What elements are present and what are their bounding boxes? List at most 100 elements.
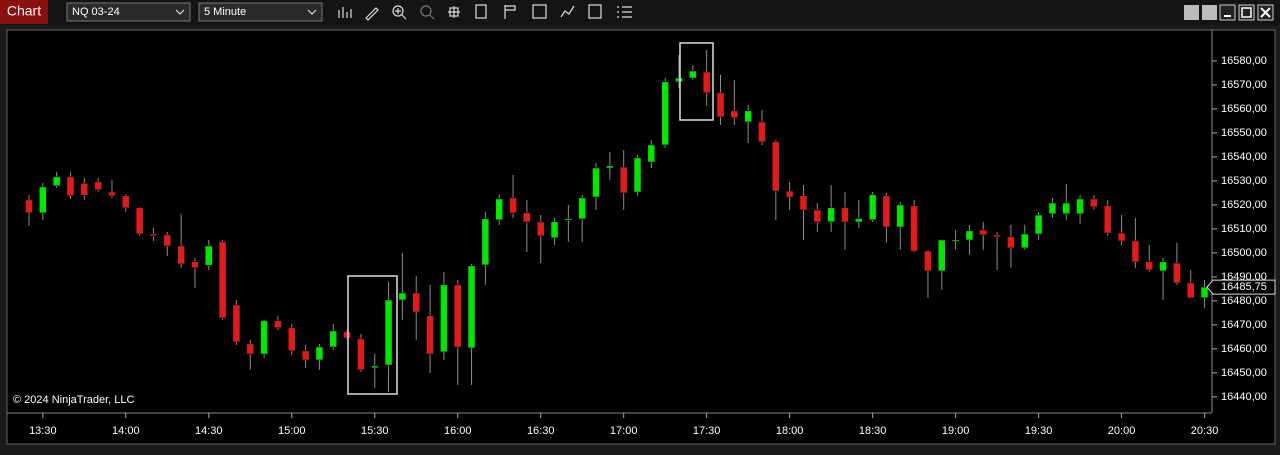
candle-body bbox=[564, 218, 573, 221]
candle-body bbox=[896, 204, 905, 228]
instrument-label: NQ 03-24 bbox=[72, 6, 120, 18]
candle-body bbox=[94, 181, 102, 191]
candle-body bbox=[772, 141, 780, 192]
candle-body bbox=[495, 198, 503, 221]
candle-body bbox=[716, 92, 725, 118]
candle-body bbox=[910, 205, 918, 252]
candle-body bbox=[274, 320, 282, 329]
candle-body bbox=[260, 320, 268, 355]
candle-body bbox=[993, 234, 1001, 238]
candle-body bbox=[509, 197, 517, 214]
drawn-rectangle[interactable] bbox=[347, 275, 398, 395]
candle-body bbox=[149, 233, 158, 237]
candle-body bbox=[606, 165, 614, 169]
candle-body bbox=[426, 315, 434, 355]
candle-body bbox=[232, 304, 241, 343]
candle-body bbox=[177, 245, 185, 265]
candle-body bbox=[841, 207, 849, 223]
x-tick-label: 16:00 bbox=[444, 425, 472, 437]
candle-body bbox=[108, 191, 116, 197]
candle-body bbox=[523, 212, 531, 223]
last-price-box bbox=[1206, 279, 1276, 295]
candle-body bbox=[218, 241, 227, 319]
candle-body bbox=[1090, 198, 1098, 208]
y-tick-label: 16480,00 bbox=[1221, 295, 1267, 307]
interval-label: 5 Minute bbox=[204, 6, 246, 18]
candle-body bbox=[799, 195, 808, 211]
instrument-select[interactable] bbox=[66, 2, 191, 22]
x-tick-label: 18:30 bbox=[859, 425, 887, 437]
candle-body bbox=[1021, 233, 1029, 249]
candle-body bbox=[135, 207, 144, 235]
candle-body bbox=[1131, 240, 1140, 263]
x-tick-label: 20:30 bbox=[1191, 425, 1219, 437]
dropdown-arrow bbox=[307, 9, 317, 15]
candle-body bbox=[467, 265, 476, 349]
dropdown-arrow bbox=[175, 9, 185, 15]
candle-body bbox=[951, 239, 960, 242]
toolbar bbox=[0, 0, 1280, 25]
candle-body bbox=[1048, 202, 1057, 215]
candle-body bbox=[343, 331, 351, 339]
candle-body bbox=[965, 230, 974, 241]
candle-body bbox=[25, 199, 33, 214]
candle-body bbox=[1186, 282, 1195, 299]
interval-select[interactable] bbox=[198, 2, 323, 22]
candle-body bbox=[924, 250, 932, 272]
x-tick-label: 15:00 bbox=[278, 425, 306, 437]
candle-body bbox=[1145, 261, 1153, 271]
candle-body bbox=[1117, 232, 1126, 242]
y-tick-label: 16470,00 bbox=[1221, 319, 1267, 331]
y-tick-label: 16570,00 bbox=[1221, 79, 1267, 91]
candle-body bbox=[39, 186, 47, 214]
tab[interactable] bbox=[0, 0, 48, 24]
x-tick-label: 14:30 bbox=[195, 425, 223, 437]
drawn-rectangle[interactable] bbox=[679, 42, 714, 121]
candle-body bbox=[288, 327, 296, 352]
x-tick-label: 17:00 bbox=[610, 425, 638, 437]
candle-body bbox=[730, 110, 739, 119]
x-tick-label: 17:30 bbox=[693, 425, 721, 437]
y-tick-label: 16530,00 bbox=[1221, 175, 1267, 187]
y-tick-label: 16460,00 bbox=[1221, 343, 1267, 355]
y-tick-label: 16540,00 bbox=[1221, 151, 1267, 163]
candle-body bbox=[191, 261, 199, 269]
candle-body bbox=[412, 292, 420, 313]
candle-body bbox=[122, 195, 130, 209]
candle-body bbox=[1173, 262, 1181, 284]
candle-body bbox=[675, 77, 683, 83]
candle-body bbox=[205, 245, 213, 266]
candle-body bbox=[855, 218, 863, 223]
copyright: © 2024 NinjaTrader, LLC bbox=[13, 394, 134, 406]
candle-body bbox=[398, 292, 407, 301]
candle-body bbox=[1200, 286, 1209, 299]
candle-body bbox=[550, 221, 559, 239]
candle-body bbox=[1034, 214, 1043, 235]
candle-body bbox=[979, 229, 988, 236]
candle-body bbox=[868, 194, 877, 221]
candle-body bbox=[1103, 205, 1112, 234]
candle-body bbox=[592, 167, 600, 198]
candle-body bbox=[384, 299, 393, 366]
window-buttons[interactable] bbox=[1184, 4, 1274, 21]
x-tick-label: 19:00 bbox=[942, 425, 970, 437]
tab-label: Chart bbox=[7, 3, 41, 19]
candle-body bbox=[619, 166, 628, 194]
y-tick-label: 16560,00 bbox=[1221, 103, 1267, 115]
y-tick-label: 16580,00 bbox=[1221, 55, 1267, 67]
chart-panel bbox=[6, 29, 1276, 445]
candle-body bbox=[702, 71, 711, 94]
candle-body bbox=[371, 365, 379, 369]
candle-body bbox=[882, 195, 891, 228]
candle-body bbox=[758, 121, 766, 143]
candle-body bbox=[66, 176, 75, 197]
candle-body bbox=[163, 234, 172, 247]
candle-body bbox=[1007, 236, 1015, 249]
toolbar-icons[interactable] bbox=[338, 4, 632, 21]
x-tick-label: 16:30 bbox=[527, 425, 555, 437]
candle-body bbox=[536, 221, 545, 237]
candle-body bbox=[813, 209, 822, 223]
candle-body bbox=[647, 144, 656, 163]
